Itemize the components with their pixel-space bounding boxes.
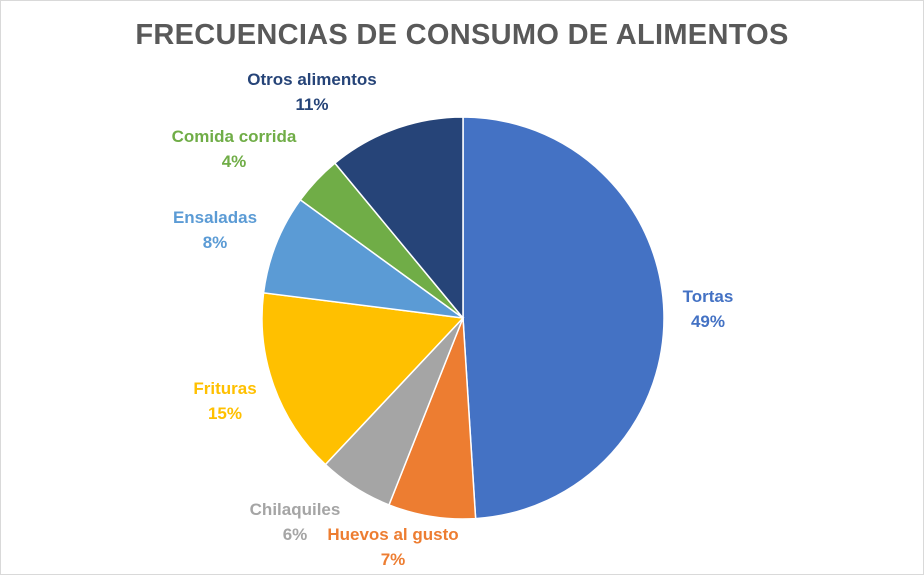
data-label: Tortas 49% xyxy=(683,284,734,334)
data-label-category: Frituras xyxy=(193,379,257,398)
data-label: Ensaladas 8% xyxy=(173,205,257,255)
data-label: Otros alimentos 11% xyxy=(247,67,376,117)
data-label: Chilaquiles 6% xyxy=(250,497,341,547)
data-label-category: Ensaladas xyxy=(172,208,258,227)
data-label-value: 11% xyxy=(295,95,329,114)
data-label-category: Huevos al gusto xyxy=(327,525,459,544)
data-label-value: 6% xyxy=(282,525,308,544)
data-label: Frituras 15% xyxy=(193,376,256,426)
data-label-category: Chilaquiles xyxy=(249,500,341,519)
data-label: Comida corrida 4% xyxy=(172,124,297,174)
data-label-value: 49% xyxy=(690,312,726,331)
data-label-category: Otros alimentos xyxy=(247,70,377,89)
data-label-category: Tortas xyxy=(682,287,734,306)
data-label-value: 4% xyxy=(221,152,247,171)
pie-slice-tortas xyxy=(462,116,665,520)
data-label-value: 8% xyxy=(202,233,228,252)
data-label-value: 7% xyxy=(380,550,406,569)
data-label: Huevos al gusto 7% xyxy=(327,522,458,572)
pie-slice-otros-alimentos xyxy=(333,116,464,321)
pie-slice-ensaladas xyxy=(262,198,464,319)
pie-slice-frituras xyxy=(261,291,465,466)
chart-title: FRECUENCIAS DE CONSUMO DE ALIMENTOS xyxy=(135,19,789,51)
data-label-category: Comida corrida xyxy=(171,127,297,146)
data-label-value: 15% xyxy=(207,404,243,423)
